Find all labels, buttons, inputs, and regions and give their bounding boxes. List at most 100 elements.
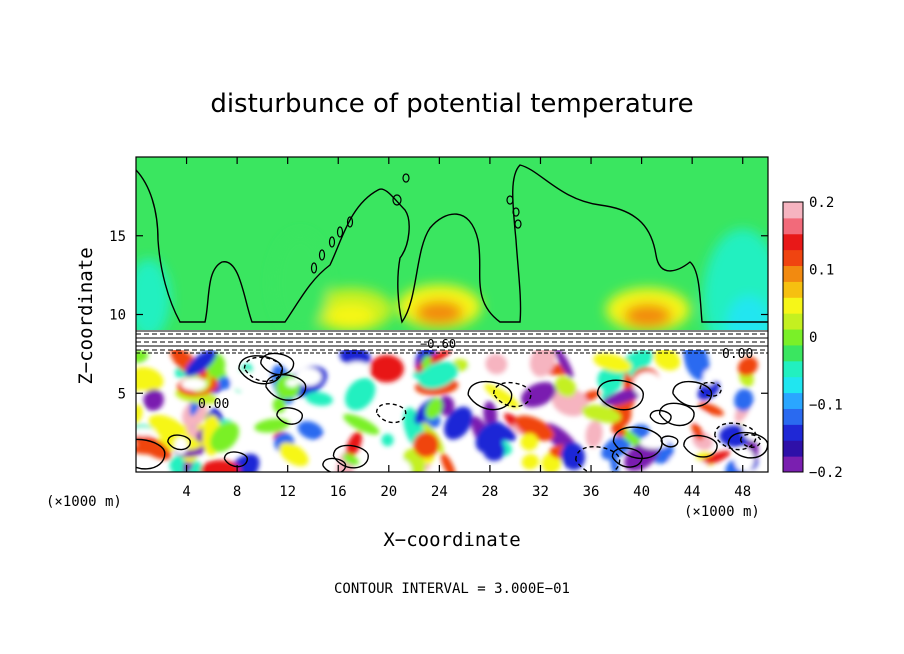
- x-tick-label: 36: [583, 484, 600, 500]
- inversion-lines: [136, 330, 768, 354]
- colorbar: 0.2 0.1 0 −0.1 −0.2: [782, 195, 843, 481]
- colorbar-swatch: [783, 265, 803, 282]
- contour-label-3: −0.60: [420, 337, 456, 351]
- turbulence-cell: [305, 391, 333, 406]
- neutral-cell: [344, 361, 370, 375]
- colorbar-tick-label: 0: [809, 330, 817, 346]
- lower-contour: [265, 373, 307, 401]
- y-axis: 5 10 15: [109, 229, 768, 402]
- lower-contour: [167, 434, 192, 451]
- neutral-cell: [667, 455, 679, 472]
- colorbar-swatch: [783, 360, 803, 378]
- turbulence-cell: [346, 431, 362, 458]
- turbulence-cell: [342, 453, 359, 466]
- neutral-cell: [181, 378, 206, 391]
- lower-contour: [260, 352, 295, 376]
- turbulence-cell: [422, 355, 431, 370]
- y-tick-label: 5: [118, 386, 126, 402]
- y-tick-label: 15: [109, 229, 126, 245]
- turbulence-cell: [698, 402, 724, 416]
- contour-label-2: 0.00: [722, 347, 753, 362]
- x-tick-label: 40: [633, 484, 650, 500]
- neutral-cell: [228, 396, 241, 406]
- turbulence-cell: [381, 433, 394, 447]
- turbulence-cell: [485, 353, 508, 375]
- colorbar-swatch: [783, 249, 803, 267]
- colorbar-tick-label: 0.1: [809, 263, 834, 279]
- colorbar-swatch: [783, 233, 803, 251]
- colorbar-swatch: [783, 392, 803, 409]
- turbulence-cell: [279, 442, 309, 467]
- lower-contour: [467, 380, 513, 411]
- turbulence-cell: [413, 432, 439, 458]
- neutral-cell: [295, 367, 322, 386]
- turbulence-cell: [343, 413, 380, 435]
- turbulence-cell: [554, 346, 574, 379]
- lower-contour: [660, 435, 679, 448]
- lower-contour: [699, 381, 722, 397]
- turbulence-cell: [143, 389, 164, 411]
- colorbar-tick-label: −0.2: [809, 465, 843, 481]
- turbulence-cell: [653, 348, 681, 371]
- x-tick-label: 20: [380, 484, 397, 500]
- x-axis: 4 8 12 16 20 24 28 32 36 40 44 48: [182, 157, 751, 500]
- x-tick-label: 8: [233, 484, 241, 500]
- x-tick-label: 44: [684, 484, 701, 500]
- lower-contour: [243, 356, 283, 382]
- turbulence-cell: [437, 395, 455, 416]
- turbulence-cell: [698, 450, 731, 466]
- turbulence-cell: [521, 453, 540, 470]
- x-unit-label-right: (×1000 m): [684, 504, 760, 520]
- turbulence-cell: [554, 376, 577, 397]
- turbulence-cell: [529, 345, 556, 377]
- colorbar-swatch: [783, 202, 803, 219]
- turbulence-cell: [734, 388, 754, 412]
- x-tick-label: 28: [481, 484, 498, 500]
- lower-contour: [238, 355, 284, 385]
- lower-contour: [683, 434, 718, 458]
- colorbar-swatch: [783, 376, 803, 394]
- lower-contour: [672, 380, 713, 408]
- lower-contour: [649, 409, 672, 425]
- turbulence-cell: [136, 367, 164, 392]
- plot-area: 0.00 0.00 −0.60: [136, 157, 768, 472]
- turbulence-cell: [417, 361, 459, 389]
- turbulence-cell: [514, 415, 555, 441]
- x-tick-label: 48: [734, 484, 751, 500]
- turbulence-cell: [520, 433, 539, 451]
- lower-contour: [575, 445, 621, 472]
- inversion-band: [136, 330, 768, 350]
- turbulence-cell: [444, 406, 473, 440]
- turbulence-cell: [520, 381, 557, 408]
- neutral-cell: [317, 437, 328, 458]
- x-tick-label: 16: [330, 484, 347, 500]
- y-tick-label: 10: [109, 308, 126, 324]
- turbulence-cell: [440, 453, 456, 472]
- x-axis-label: X−coordinate: [383, 529, 520, 551]
- neutral-cell: [703, 369, 715, 386]
- lower-contour: [136, 438, 166, 470]
- turbulence-cell: [483, 401, 498, 428]
- turbulence-cell: [217, 376, 231, 390]
- colorbar-tick-label: 0.2: [809, 195, 834, 211]
- colorbar-swatch: [783, 456, 803, 473]
- neutral-cell: [467, 363, 483, 382]
- colorbar-swatch: [783, 344, 803, 362]
- colorbar-swatch: [783, 281, 803, 298]
- turbulence-cell: [484, 383, 520, 409]
- turbulence-cell: [254, 418, 290, 433]
- lower-contour: [596, 379, 645, 411]
- colorbar-swatch: [783, 217, 803, 235]
- turbulence-cell: [737, 356, 758, 377]
- turbulence-cell: [425, 398, 443, 420]
- turbulence-cell: [369, 354, 404, 383]
- cool-region-edge: [136, 258, 171, 339]
- warm-blob-core: [326, 303, 375, 328]
- turbulence-cell: [339, 346, 371, 367]
- colorbar-tick-label: −0.1: [809, 398, 843, 414]
- chart-title: disturbunce of potential temperature: [210, 89, 693, 119]
- contour-label-1: 0.00: [198, 397, 229, 412]
- warm-blob-core: [623, 303, 672, 328]
- neutral-cell: [286, 378, 299, 388]
- x-unit-label-left: (×1000 m): [46, 494, 122, 510]
